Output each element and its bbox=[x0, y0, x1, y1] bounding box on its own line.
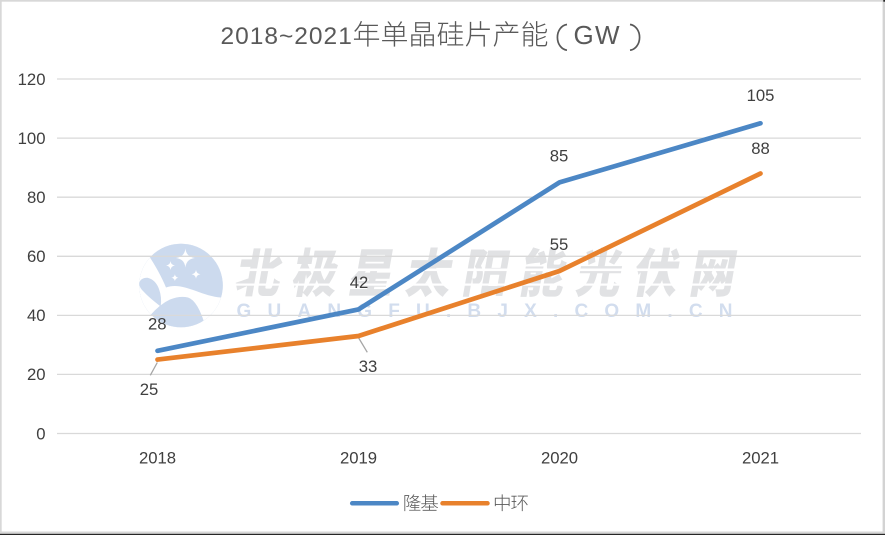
svg-text:2020: 2020 bbox=[541, 449, 578, 468]
svg-text:55: 55 bbox=[550, 235, 569, 254]
svg-text:80: 80 bbox=[27, 188, 46, 207]
svg-text:20: 20 bbox=[27, 365, 46, 384]
svg-text:100: 100 bbox=[18, 129, 46, 148]
svg-text:40: 40 bbox=[27, 306, 46, 325]
svg-text:0: 0 bbox=[36, 424, 45, 443]
svg-text:W: W bbox=[595, 20, 620, 50]
svg-text:88: 88 bbox=[751, 139, 770, 158]
svg-text:25: 25 bbox=[140, 380, 159, 399]
svg-text:G: G bbox=[574, 20, 594, 50]
svg-text:2021: 2021 bbox=[742, 449, 779, 468]
svg-text:105: 105 bbox=[747, 86, 775, 105]
svg-text:2018~2021: 2018~2021 bbox=[221, 23, 353, 50]
svg-text:85: 85 bbox=[550, 147, 569, 166]
svg-text:60: 60 bbox=[27, 247, 46, 266]
svg-text:28: 28 bbox=[148, 315, 167, 334]
svg-text:120: 120 bbox=[18, 70, 46, 89]
svg-text:2018: 2018 bbox=[139, 449, 176, 468]
svg-text:33: 33 bbox=[359, 357, 378, 376]
svg-text:2019: 2019 bbox=[340, 449, 377, 468]
svg-text:42: 42 bbox=[350, 273, 369, 292]
